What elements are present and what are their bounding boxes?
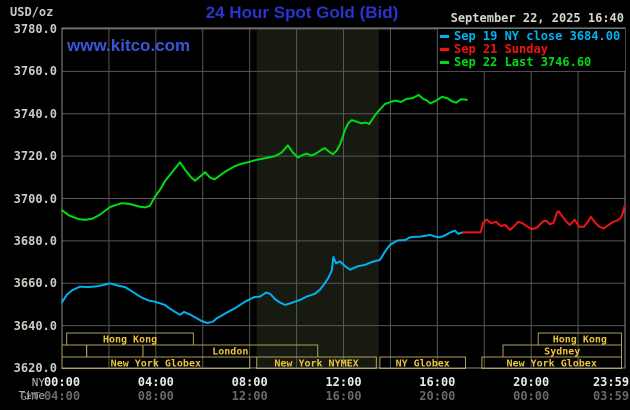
- y-tick-label: 3660.0: [13, 276, 57, 291]
- x-tick-label-gmt: 12:00: [231, 389, 268, 403]
- x-tick-label-ny: 08:00: [231, 375, 268, 389]
- legend-label: Sep 21 Sunday: [454, 42, 548, 56]
- legend-dash-icon: [440, 48, 449, 51]
- session-box: [61, 344, 88, 358]
- y-tick-label: 3640.0: [13, 318, 57, 333]
- session-label: NY Globex: [396, 359, 450, 370]
- x-tick-label-ny: 23:59: [592, 375, 630, 389]
- gmt-axis-label: GMT: [20, 390, 40, 403]
- page-title: 24 Hour Spot Gold (Bid): [205, 3, 399, 22]
- y-tick-label: 3760.0: [13, 64, 57, 79]
- y-tick-label: 3620.0: [13, 361, 57, 375]
- session-box: [379, 356, 466, 369]
- kitco-watermark-link[interactable]: www.kitco.com: [67, 36, 191, 55]
- x-tick-label-gmt: 00:00: [513, 389, 550, 403]
- price-line: [61, 229, 465, 325]
- session-box: [481, 356, 622, 369]
- legend-dash-icon: [440, 61, 449, 64]
- session-label: Hong Kong: [553, 335, 607, 346]
- x-tick-label-gmt: 20:00: [419, 389, 456, 403]
- x-tick-label-ny: 16:00: [419, 375, 456, 389]
- x-tick-label-ny: 20:00: [513, 375, 550, 389]
- x-tick-label-ny: 04:00: [137, 375, 174, 389]
- chart-datetime: September 22, 2025 16:40: [450, 11, 624, 25]
- legend-item-sep19: Sep 19 NY close 3684.00: [438, 30, 625, 43]
- y-tick-label: 3780.0: [13, 22, 57, 36]
- y-tick-label: 3680.0: [13, 233, 57, 248]
- y-axis-unit-label: USD/oz: [10, 5, 54, 19]
- price-line: [61, 93, 468, 221]
- session-box: [86, 344, 144, 358]
- x-tick-label-gmt: 03:59: [592, 389, 630, 403]
- legend-item-sep22: Sep 22 Last 3746.60: [438, 56, 625, 69]
- session-label: Hong Kong: [103, 335, 157, 346]
- legend-label: Sep 22 Last 3746.60: [454, 55, 592, 69]
- x-tick-label-ny: 12:00: [325, 375, 362, 389]
- session-label: New York Globex: [111, 359, 201, 370]
- x-tick-label-gmt: 08:00: [137, 389, 174, 403]
- legend: Sep 19 NY close 3684.00 Sep 21 Sunday Se…: [438, 29, 625, 71]
- x-tick-label-ny: 00:00: [43, 375, 81, 389]
- legend-dash-icon: [440, 35, 449, 38]
- session-label: New York NYMEX: [274, 359, 358, 370]
- y-tick-label: 3740.0: [13, 106, 57, 121]
- session-box: [61, 356, 251, 369]
- price-line: [462, 205, 626, 234]
- session-label: New York Globex: [507, 359, 597, 370]
- ny-time-axis-label: NY Time: [18, 376, 46, 402]
- x-tick-label-gmt: 16:00: [325, 389, 362, 403]
- session-label: London: [212, 347, 248, 358]
- x-tick-label-gmt: 04:00: [43, 389, 81, 403]
- y-tick-label: 3700.0: [13, 191, 57, 206]
- legend-label: Sep 19 NY close 3684.00: [454, 29, 621, 43]
- legend-item-sep21: Sep 21 Sunday: [438, 43, 625, 56]
- session-box: [256, 356, 377, 369]
- session-label: Sydney: [544, 347, 580, 358]
- y-tick-label: 3720.0: [13, 149, 57, 164]
